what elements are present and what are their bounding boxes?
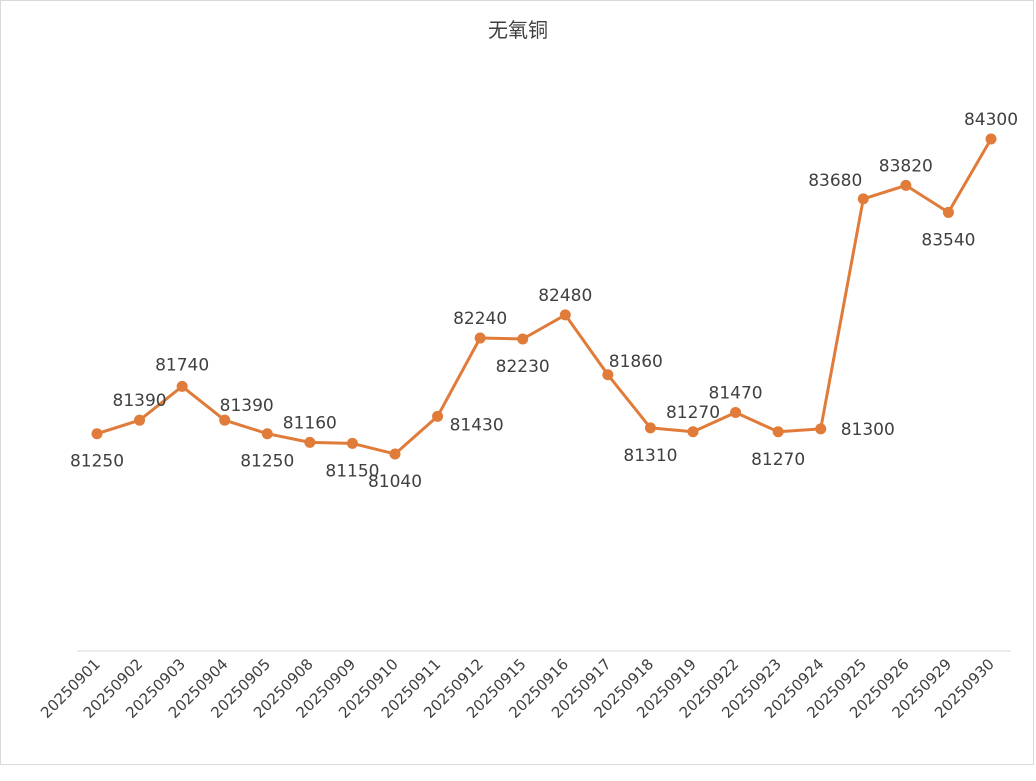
- data-label: 82480: [538, 286, 592, 306]
- data-label: 81300: [841, 420, 895, 440]
- data-label: 81040: [368, 472, 422, 492]
- data-point: [432, 410, 444, 422]
- data-point: [517, 333, 529, 345]
- data-point: [219, 414, 231, 426]
- data-point: [474, 332, 486, 344]
- data-label: 82230: [496, 357, 550, 377]
- data-point: [900, 179, 912, 191]
- data-point: [772, 426, 784, 438]
- data-label: 81860: [609, 352, 663, 372]
- data-point: [985, 133, 997, 145]
- data-point: [346, 437, 358, 449]
- data-point: [261, 428, 273, 440]
- data-label: 81250: [240, 452, 294, 472]
- data-point: [389, 448, 401, 460]
- data-point: [857, 193, 869, 205]
- chart-frame: 无氧铜 20250901 20250902 20250903 20250904 2025…: [0, 0, 1034, 765]
- data-point: [644, 422, 656, 434]
- data-label: 81150: [325, 461, 379, 481]
- data-points: [91, 133, 997, 460]
- data-point: [91, 428, 103, 440]
- data-label: 81470: [709, 383, 763, 403]
- data-label: 81390: [220, 396, 274, 416]
- data-label: 83820: [879, 156, 933, 176]
- data-label: 83680: [808, 171, 862, 191]
- data-label: 81160: [283, 413, 337, 433]
- data-point: [176, 380, 188, 392]
- data-label: 82240: [453, 309, 507, 329]
- drop-lines: [96, 139, 992, 621]
- x-axis-tick-labels: 2025090120250902202509032025090420250905…: [37, 655, 998, 722]
- data-label: 81310: [623, 446, 677, 466]
- data-point: [559, 309, 571, 321]
- data-label: 83540: [921, 230, 975, 250]
- data-label: 84300: [964, 110, 1018, 130]
- data-point: [815, 423, 827, 435]
- data-point: [134, 414, 146, 426]
- data-point: [304, 436, 316, 448]
- chart-title: 无氧铜: [488, 18, 548, 42]
- data-labels: 81250 81390 81740 81390 81250 81160 8115081040…: [70, 110, 1018, 492]
- data-point: [730, 406, 742, 418]
- data-point: [687, 426, 699, 438]
- data-label: 81270: [666, 403, 720, 423]
- data-label: 81430: [450, 415, 504, 435]
- data-label: 81270: [751, 450, 805, 470]
- data-point: [942, 206, 954, 218]
- line-chart: 无氧铜 202509012025090220250903202509042025…: [37, 18, 1018, 722]
- data-label: 81250: [70, 452, 124, 472]
- series-line: [96, 138, 993, 456]
- data-point: [602, 369, 614, 381]
- data-label: 81740: [155, 355, 209, 375]
- data-label: 81390: [113, 391, 167, 411]
